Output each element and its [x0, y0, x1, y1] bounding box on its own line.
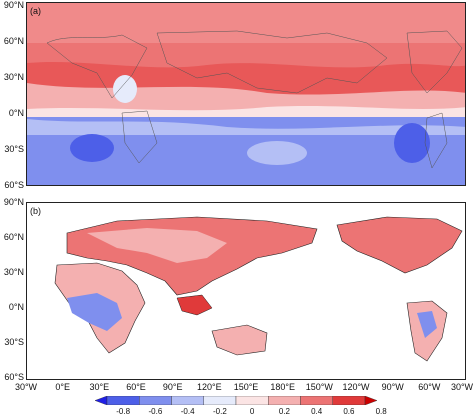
- correlation-map-a: [27, 3, 465, 185]
- strong-negative-patch-2: [394, 123, 430, 163]
- colorbar-tick-label: -0.4: [180, 407, 195, 416]
- lon-label: 120°W: [342, 382, 370, 392]
- correlation-map-b: [54, 216, 463, 362]
- africa-negative-patch: [67, 293, 122, 331]
- maritime-continent: [176, 294, 213, 316]
- colorbar-tick-label: -0.8: [116, 407, 131, 416]
- lon-label: 150°E: [233, 382, 259, 392]
- lon-label: 150°W: [305, 382, 333, 392]
- south-america-negative-patch: [417, 311, 437, 338]
- lon-label: 30°W: [450, 382, 474, 392]
- lat-label: 30°S: [4, 337, 24, 347]
- low-value-patch: [113, 75, 137, 103]
- lat-label: 90°N: [3, 197, 24, 207]
- strong-negative-patch: [70, 134, 114, 162]
- lon-label: 180°E: [270, 382, 295, 392]
- colorbar-segment: [95, 396, 108, 405]
- lat-label: 90°N: [3, 0, 24, 10]
- colorbar-segment: [171, 396, 204, 405]
- colorbar-tick-label: 0: [249, 407, 255, 416]
- colorbar-segment: [203, 396, 237, 405]
- colorbar-tick-label: 0.2: [278, 407, 290, 416]
- lat-label: 60°N: [3, 36, 24, 46]
- lat-label: 0°N: [8, 302, 24, 312]
- map-panel-b: (b): [26, 202, 466, 380]
- continent-outlines: [46, 30, 463, 169]
- lat-label: 30°S: [4, 144, 24, 154]
- lon-label: 0°E: [55, 382, 70, 392]
- panel-label-a: (a): [30, 6, 41, 16]
- colorbar-segment: [268, 396, 301, 405]
- lat-label: 60°S: [4, 180, 24, 190]
- lon-label: 30°E: [89, 382, 110, 392]
- lat-label: 60°N: [3, 232, 24, 242]
- eurasia-light-patch: [87, 228, 227, 263]
- lon-label: 120°E: [196, 382, 222, 392]
- weak-negative-band: [27, 119, 465, 135]
- map-panel-a: (a): [26, 2, 466, 186]
- colorbar-tick-label: -0.2: [212, 407, 227, 416]
- lat-label: 30°N: [3, 72, 24, 82]
- australia-landmass: [211, 324, 268, 356]
- lon-label: 90°W: [381, 382, 404, 392]
- lon-label: 90°E: [162, 382, 183, 392]
- colorbar-segment: [300, 396, 333, 405]
- colorbar-segment: [139, 396, 172, 405]
- weak-negative-patch: [247, 141, 307, 165]
- colorbar-segment: [364, 396, 377, 405]
- lat-label: 60°S: [4, 372, 24, 382]
- colorbar: [95, 396, 377, 405]
- colorbar-tick-label: -0.6: [148, 407, 163, 416]
- lat-label: 0°N: [8, 108, 24, 118]
- north-america-landmass: [336, 216, 463, 274]
- equator-zero-band: [27, 106, 465, 119]
- lon-label: 30°W: [14, 382, 38, 392]
- colorbar-tick-label: 0.8: [375, 407, 387, 416]
- colorbar-tick-label: 0.4: [311, 407, 323, 416]
- lon-label: 60°E: [126, 382, 146, 392]
- panel-label-b: (b): [30, 206, 41, 216]
- high-lat-band: [27, 3, 465, 43]
- colorbar-segment: [332, 396, 366, 405]
- colorbar-segment: [106, 396, 140, 405]
- colorbar-tick-label: 0.6: [343, 407, 355, 416]
- lat-label: 30°N: [3, 267, 24, 277]
- colorbar-segment: [235, 396, 269, 405]
- lon-label: 60°W: [418, 382, 441, 392]
